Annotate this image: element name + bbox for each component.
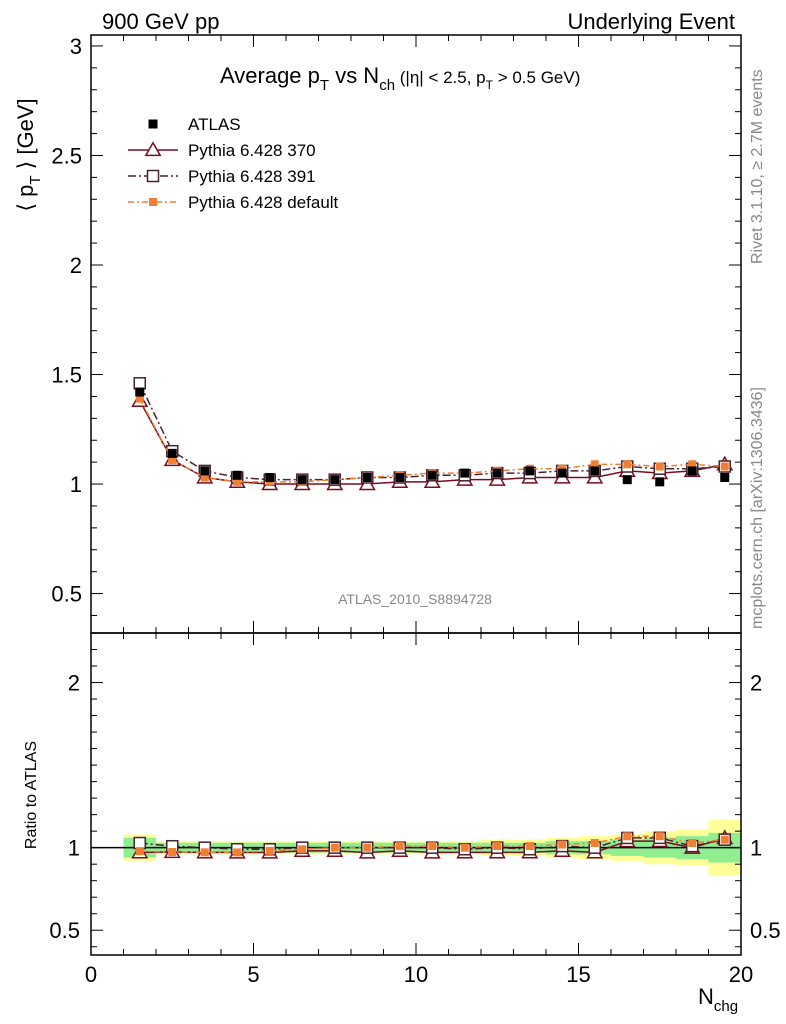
- y-tick-label: 0.5: [51, 582, 82, 607]
- data-point: [200, 466, 210, 476]
- axis-tick-labels: 0 5 10 15 20 0.5 1 1.5 2 2.5 3 0.5 0.5 1 1 2 2: [49, 34, 780, 987]
- data-point: [135, 394, 144, 403]
- mcplots-reference-text: mcplots.cern.ch [arXiv:1306.3436]: [749, 387, 766, 629]
- data-point: [525, 466, 535, 476]
- y-tick-label: 1: [70, 472, 82, 497]
- legend-marker: [148, 119, 158, 129]
- ratio-point: [688, 838, 697, 847]
- analysis-tag: ATLAS_2010_S8894728: [338, 591, 492, 607]
- plot-title: Average pT vs Nch (|η| < 2.5, pT > 0.5 G…: [220, 63, 580, 94]
- data-point: [688, 460, 697, 469]
- ratio-point: [655, 832, 664, 841]
- data-point: [362, 472, 372, 482]
- ratio-point: [330, 843, 339, 852]
- data-point: [557, 468, 567, 478]
- x-axis-label: Nchg: [698, 984, 738, 1015]
- ratio-y-tick-label-right: 1: [750, 836, 762, 861]
- data-point: [167, 448, 177, 458]
- ratio-y-tick-label-right: 2: [750, 671, 762, 696]
- y-tick-label: 3: [70, 34, 82, 59]
- ratio-y-axis-label: Ratio to ATLAS: [23, 741, 40, 849]
- y-tick-label: 1.5: [51, 363, 82, 388]
- legend-item: ATLAS: [148, 115, 241, 134]
- ratio-y-tick-label-right: 0.5: [750, 918, 781, 943]
- ratio-point: [623, 832, 632, 841]
- data-point: [133, 377, 146, 390]
- y-tick-label: 2.5: [51, 143, 82, 168]
- header-right: Underlying Event: [567, 9, 735, 34]
- ratio-point: [133, 836, 146, 850]
- legend-item: Pythia 6.428 391: [128, 167, 316, 186]
- ratio-point: [460, 843, 469, 852]
- data-point: [590, 466, 600, 476]
- data-point: [135, 387, 145, 397]
- y-tick-label: 2: [70, 253, 82, 278]
- legend-label: Pythia 6.428 391: [188, 167, 316, 186]
- ratio-point: [525, 842, 534, 851]
- data-point: [460, 468, 470, 478]
- data-point: [232, 470, 242, 480]
- ratio-point: [168, 848, 177, 857]
- ratio-point: [363, 843, 372, 852]
- data-point: [622, 475, 632, 485]
- data-point: [687, 466, 697, 476]
- ratio-point: [135, 847, 144, 856]
- legend-item: Pythia 6.428 370: [128, 141, 316, 160]
- x-tick-label: 5: [247, 962, 259, 987]
- ratio-plot-frame: [90, 632, 742, 956]
- data-point: [168, 455, 177, 464]
- ratio-point: [298, 845, 307, 854]
- x-tick-label: 0: [85, 962, 97, 987]
- ratio-y-tick-label: 0.5: [49, 918, 80, 943]
- ratio-point: [493, 842, 502, 851]
- ratio-y-tick-label: 1: [68, 836, 80, 861]
- legend-marker: [144, 141, 162, 157]
- ratio-point: [720, 835, 729, 844]
- data-point: [655, 477, 665, 487]
- x-tick-label: 10: [404, 962, 428, 987]
- ratio-point: [395, 842, 404, 851]
- x-tick-label: 15: [566, 962, 590, 987]
- ratio-point: [265, 846, 274, 855]
- ratio-y-tick-label: 2: [68, 671, 80, 696]
- data-point: [200, 473, 209, 482]
- x-tick-label: 20: [729, 962, 753, 987]
- legend-marker: [149, 198, 157, 206]
- data-point: [297, 475, 307, 485]
- legend-label: Pythia 6.428 370: [188, 141, 316, 160]
- data-point: [720, 462, 729, 471]
- header-left: 900 GeV pp: [102, 9, 219, 34]
- ratio-point: [558, 840, 567, 849]
- ratio-point: [233, 848, 242, 857]
- legend-label: Pythia 6.428 default: [188, 193, 339, 212]
- data-point: [427, 470, 437, 480]
- ratio-point: [428, 842, 437, 851]
- data-point: [330, 475, 340, 485]
- axis-ticks: [90, 35, 742, 955]
- data-point: [590, 460, 599, 469]
- rivet-version-text: Rivet 3.1.10, ≥ 2.7M events: [749, 69, 766, 264]
- data-point: [492, 468, 502, 478]
- data-point: [655, 462, 664, 471]
- ratio-plot-series: [131, 829, 734, 859]
- data-point: [720, 472, 730, 482]
- main-plot-series: [131, 377, 734, 491]
- data-point: [265, 472, 275, 482]
- legend-marker: [146, 169, 160, 183]
- ratio-point: [200, 848, 209, 857]
- data-point: [623, 460, 632, 469]
- legend: ATLAS Pythia 6.428 370 Pythia 6.428 391 Pyt…: [128, 115, 339, 212]
- legend-label: ATLAS: [188, 115, 241, 134]
- legend-item: Pythia 6.428 default: [128, 193, 339, 212]
- y-axis-label: ⟨ pT ⟩ [GeV]: [13, 98, 44, 211]
- ratio-point: [590, 838, 599, 847]
- series-line-main: [139, 382, 725, 481]
- data-point: [395, 472, 405, 482]
- data-point: [233, 477, 242, 486]
